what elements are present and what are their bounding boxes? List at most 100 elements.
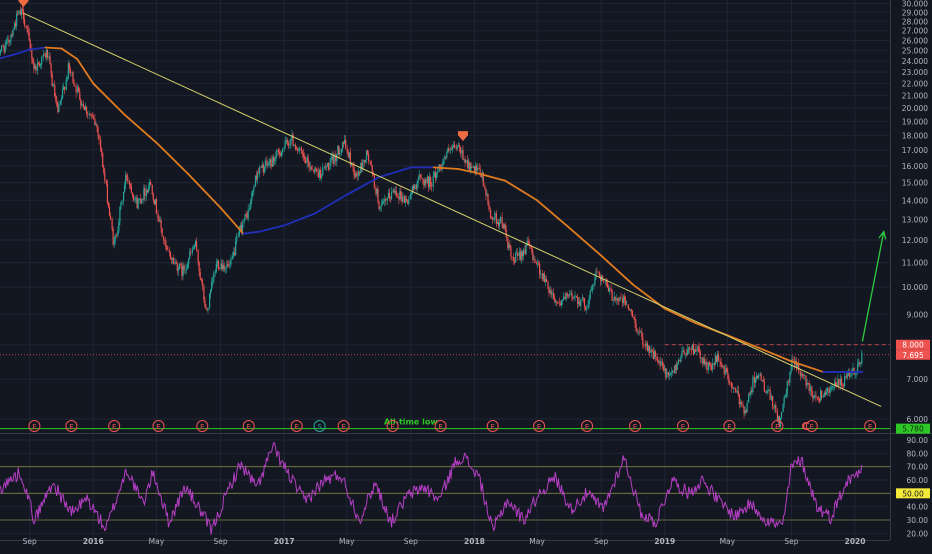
candle-body [849, 373, 850, 377]
candle-body [469, 162, 470, 170]
candle-body [27, 27, 28, 30]
candle-body [446, 152, 447, 157]
candle-body [727, 372, 728, 378]
candle-body [477, 168, 478, 171]
candle-body [749, 394, 750, 395]
candle-body [861, 353, 862, 364]
candle-body [411, 194, 412, 195]
event-marker-label: E [112, 423, 116, 431]
candle-body [754, 377, 755, 383]
time-tick-label: 2019 [654, 537, 675, 546]
candle-body [428, 176, 429, 187]
candle-body [34, 66, 35, 69]
candle-body [336, 154, 337, 162]
candle-body [470, 167, 471, 171]
candle-body [583, 297, 584, 298]
candle [761, 373, 762, 381]
time-tick-label: Sep [213, 537, 227, 546]
candle-body [242, 223, 243, 231]
candle-body [803, 375, 804, 376]
price-tick-label: 18.000 [902, 131, 928, 140]
candle-body [21, 9, 22, 15]
event-marker-label: E [438, 423, 442, 431]
candle-body [750, 390, 751, 395]
candle-body [113, 229, 114, 245]
candle-body [273, 157, 274, 161]
price-badge: 5.780 [896, 424, 930, 434]
candle-body [68, 63, 69, 78]
event-marker-label: E [775, 423, 779, 431]
candle-body [108, 203, 109, 207]
price-tick-label: 29.000 [902, 8, 928, 17]
candle-body [824, 393, 825, 397]
candle-body [517, 253, 518, 256]
candle-body [98, 135, 99, 140]
candle-body [390, 198, 391, 199]
candle-body [529, 241, 530, 244]
candle [162, 228, 163, 238]
candle-body [92, 115, 93, 116]
candle-body [182, 266, 183, 276]
candle-body [651, 349, 652, 353]
candle-body [245, 214, 246, 215]
candle-body [364, 160, 365, 163]
candle-body [570, 293, 571, 295]
candle-body [404, 196, 405, 203]
candle-body [216, 263, 217, 271]
candle-body [376, 189, 377, 193]
candle-body [138, 200, 139, 208]
candle-body [123, 192, 124, 201]
event-marker-label: E [585, 423, 589, 431]
candle-body [201, 279, 202, 281]
candle-body [429, 177, 430, 187]
candle-body [437, 172, 438, 174]
candle-body [30, 40, 31, 48]
event-marker-label: S [317, 423, 322, 431]
candle-body [227, 264, 228, 265]
candle-body [396, 191, 397, 196]
candle-body [578, 302, 579, 304]
candle-body [423, 180, 424, 186]
candle-body [847, 374, 848, 377]
candle-body [304, 157, 305, 159]
candle-body [462, 150, 463, 160]
candle-body [685, 353, 686, 354]
candle-body [447, 148, 448, 152]
candle-body [531, 246, 532, 251]
candle-body [72, 72, 73, 82]
candle-body [383, 201, 384, 202]
candle-body [678, 360, 679, 364]
candle-body [119, 207, 120, 222]
candle-body [646, 343, 647, 346]
candle-body [97, 127, 98, 134]
candle-body [259, 167, 260, 173]
candle-body [454, 145, 455, 148]
candle-body [279, 152, 280, 155]
candle-body [344, 140, 345, 144]
candle-body [597, 272, 598, 273]
candle-body [101, 149, 102, 153]
candle-body [43, 54, 44, 57]
price-badge-label: 5.780 [902, 425, 924, 434]
candle-body [339, 153, 340, 155]
candle-body [484, 186, 485, 189]
candle-body [236, 236, 237, 241]
candle-body [181, 266, 182, 276]
candle-body [229, 264, 230, 265]
candle-body [686, 353, 687, 354]
candle-body [527, 241, 528, 246]
candle-body [272, 157, 273, 167]
price-tick-label: 22.000 [902, 80, 928, 89]
candle-body [681, 352, 682, 357]
candle-body [728, 378, 729, 383]
candle-body [588, 304, 589, 308]
candle [694, 349, 695, 355]
candle-body [169, 250, 170, 252]
candle-body [718, 354, 719, 361]
candle-body [130, 184, 131, 186]
candle-body [354, 175, 355, 177]
candle-body [848, 373, 849, 375]
candle-body [844, 376, 845, 386]
